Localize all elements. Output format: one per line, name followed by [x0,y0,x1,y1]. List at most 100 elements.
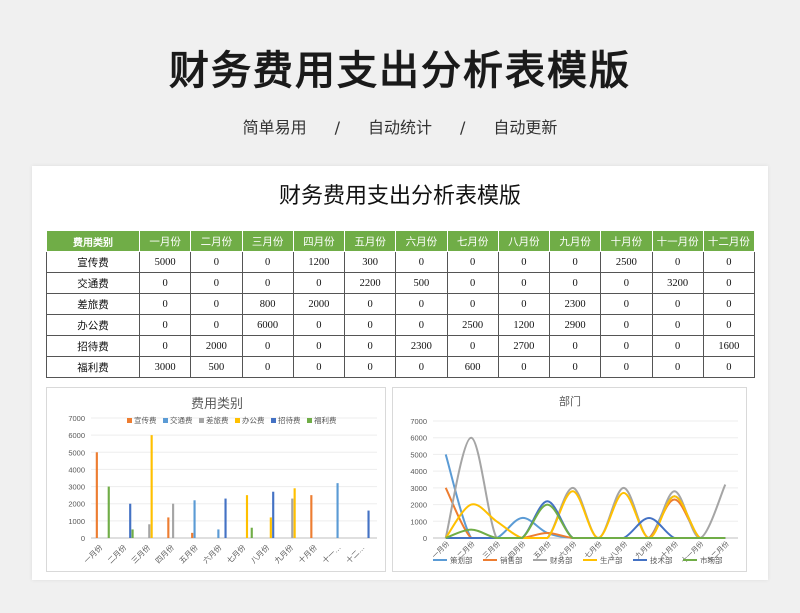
value-cell[interactable]: 2900 [548,314,602,336]
category-bar-chart-svg: 费用类别 0 1000 2000 3000 4000 5000 6000 7000 宣传费 交通费 差… [68,396,377,565]
value-cell[interactable]: 2000 [190,335,243,357]
value-cell[interactable]: 0 [600,356,653,378]
x-tick-label: 十二… [344,542,367,565]
legend-label: 财务部 [550,555,573,565]
value-cell[interactable]: 0 [343,293,397,315]
value-cell[interactable]: 0 [548,356,602,378]
y-tick-label: 4000 [410,467,427,476]
hero-title: 财务费用支出分析表模版 [169,48,631,94]
value-cell[interactable]: 0 [497,293,551,315]
value-cell[interactable]: 0 [651,335,704,357]
value-cell[interactable]: 0 [292,272,346,294]
value-cell[interactable]: 0 [548,272,602,294]
value-cell[interactable]: 0 [190,293,243,315]
value-cell[interactable]: 0 [241,335,294,357]
value-cell[interactable]: 6000 [241,314,294,336]
value-cell[interactable]: 0 [497,272,551,294]
value-cell[interactable]: 2500 [446,314,499,336]
value-cell[interactable]: 2300 [548,293,602,315]
value-cell[interactable]: 0 [497,356,551,378]
value-cell[interactable]: 2200 [343,272,397,294]
value-cell[interactable]: 0 [343,335,397,357]
value-cell[interactable]: 800 [241,293,294,315]
value-cell[interactable]: 500 [190,356,243,378]
value-cell[interactable]: 0 [702,251,756,273]
column-header: 三月份 [241,230,294,252]
value-cell[interactable]: 0 [548,251,602,273]
value-cell[interactable]: 0 [702,314,756,336]
value-cell[interactable]: 0 [292,335,346,357]
value-cell[interactable]: 0 [395,293,448,315]
tag-separator: / [334,118,340,137]
bar [129,503,132,538]
value-cell[interactable]: 0 [446,293,499,315]
value-cell[interactable]: 0 [241,251,294,273]
value-cell[interactable]: 0 [702,293,756,315]
value-cell[interactable]: 0 [190,272,243,294]
value-cell[interactable]: 0 [497,251,551,273]
value-cell[interactable]: 0 [292,356,346,378]
row-label-cell[interactable]: 福利费 [46,356,140,378]
value-cell[interactable]: 2300 [395,335,448,357]
row-label-cell[interactable]: 招待费 [46,335,140,357]
x-tick-label: 六月份 [201,542,224,565]
value-cell[interactable]: 0 [292,314,346,336]
value-cell[interactable]: 0 [702,272,756,294]
value-cell[interactable]: 0 [600,272,653,294]
column-header: 十月份 [600,230,653,252]
row-label-cell[interactable]: 交通费 [46,272,140,294]
legend-label: 办公费 [242,415,265,425]
value-cell[interactable]: 0 [190,314,243,336]
legend-label: 福利费 [314,415,337,425]
value-cell[interactable]: 0 [446,251,499,273]
value-cell[interactable]: 0 [395,314,448,336]
value-cell[interactable]: 0 [600,335,653,357]
value-cell[interactable]: 0 [651,251,704,273]
row-label-cell[interactable]: 办公费 [46,314,140,336]
row-label-cell[interactable]: 差旅费 [46,293,140,315]
bar [245,495,249,538]
value-cell[interactable]: 0 [138,272,192,294]
value-cell[interactable]: 0 [343,314,397,336]
value-cell[interactable]: 0 [651,356,704,378]
value-cell[interactable]: 0 [241,356,294,378]
value-cell[interactable]: 600 [446,356,499,378]
value-cell[interactable]: 500 [395,272,448,294]
value-cell[interactable]: 0 [600,314,653,336]
value-cell[interactable]: 0 [138,293,192,315]
value-cell[interactable]: 0 [446,335,499,357]
value-cell[interactable]: 0 [651,314,704,336]
bar [148,524,151,538]
value-cell[interactable]: 0 [138,335,192,357]
value-cell[interactable]: 0 [395,356,448,378]
row-label-cell[interactable]: 宣传费 [46,251,140,273]
value-cell[interactable]: 3000 [138,356,192,378]
value-cell[interactable]: 1600 [702,335,756,357]
value-cell[interactable]: 2700 [497,335,551,357]
bar [150,435,153,538]
value-cell[interactable]: 0 [600,293,653,315]
value-cell[interactable]: 300 [343,251,397,273]
series-line [445,503,726,539]
value-cell[interactable]: 1200 [292,251,346,273]
value-cell[interactable]: 3200 [651,272,704,294]
tagline: 简单易用 / 自动统计 / 自动更新 [0,114,800,138]
legend-label: 交通费 [170,415,193,425]
value-cell[interactable]: 1200 [497,314,551,336]
value-cell[interactable]: 0 [651,293,704,315]
value-cell[interactable]: 0 [138,314,192,336]
value-cell[interactable]: 0 [702,356,756,378]
value-cell[interactable]: 5000 [138,251,192,273]
value-cell[interactable]: 2000 [292,293,346,315]
value-cell[interactable]: 0 [548,335,602,357]
bar [191,532,194,538]
series-line [444,490,726,540]
value-cell[interactable]: 0 [446,272,499,294]
value-cell[interactable]: 0 [190,251,243,273]
value-cell[interactable]: 2500 [600,251,653,273]
value-cell[interactable]: 0 [241,272,294,294]
value-cell[interactable]: 0 [395,251,448,273]
y-tick-label: 6000 [68,431,85,440]
value-cell[interactable]: 0 [343,356,397,378]
table-header-row: 费用类别 一月份 二月份 三月份 四月份 五月份 六月份 七月份 八月份 九月份… [46,230,756,252]
